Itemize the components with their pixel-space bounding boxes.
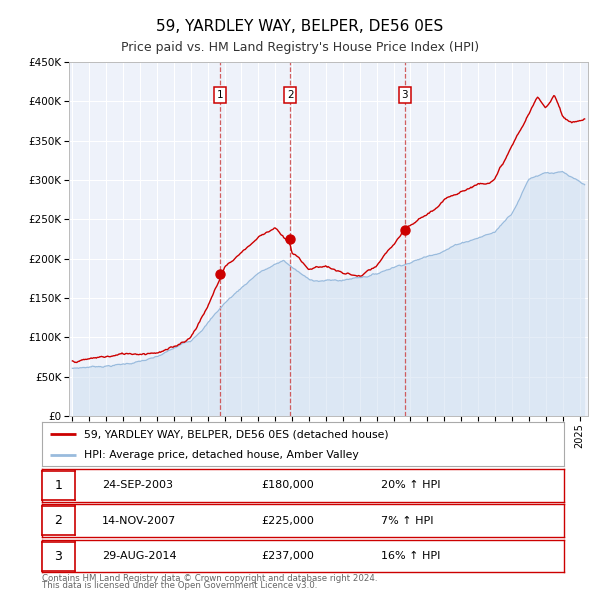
Text: 1: 1 xyxy=(217,90,223,100)
Text: £237,000: £237,000 xyxy=(261,551,314,561)
Text: 1: 1 xyxy=(55,478,62,492)
Text: 2: 2 xyxy=(287,90,293,100)
Text: 2: 2 xyxy=(55,514,62,527)
Text: Contains HM Land Registry data © Crown copyright and database right 2024.: Contains HM Land Registry data © Crown c… xyxy=(42,573,377,583)
Text: Price paid vs. HM Land Registry's House Price Index (HPI): Price paid vs. HM Land Registry's House … xyxy=(121,41,479,54)
Text: 24-SEP-2003: 24-SEP-2003 xyxy=(102,480,173,490)
Text: This data is licensed under the Open Government Licence v3.0.: This data is licensed under the Open Gov… xyxy=(42,581,317,590)
Text: HPI: Average price, detached house, Amber Valley: HPI: Average price, detached house, Ambe… xyxy=(84,450,359,460)
Text: 7% ↑ HPI: 7% ↑ HPI xyxy=(382,516,434,526)
Text: 59, YARDLEY WAY, BELPER, DE56 0ES (detached house): 59, YARDLEY WAY, BELPER, DE56 0ES (detac… xyxy=(84,430,388,439)
Text: 16% ↑ HPI: 16% ↑ HPI xyxy=(382,551,440,561)
Text: £225,000: £225,000 xyxy=(261,516,314,526)
Text: 20% ↑ HPI: 20% ↑ HPI xyxy=(382,480,441,490)
Text: 3: 3 xyxy=(55,549,62,563)
Text: 59, YARDLEY WAY, BELPER, DE56 0ES: 59, YARDLEY WAY, BELPER, DE56 0ES xyxy=(157,19,443,34)
Text: £180,000: £180,000 xyxy=(261,480,314,490)
Text: 14-NOV-2007: 14-NOV-2007 xyxy=(102,516,176,526)
Text: 3: 3 xyxy=(401,90,408,100)
Text: 29-AUG-2014: 29-AUG-2014 xyxy=(102,551,176,561)
